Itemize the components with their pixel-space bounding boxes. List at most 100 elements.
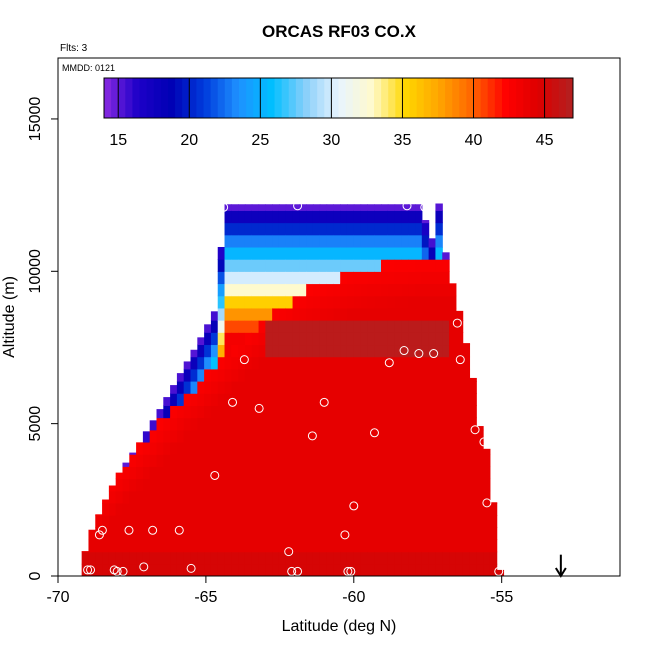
field-cell xyxy=(306,527,314,541)
field-cell xyxy=(360,417,368,431)
field-cell xyxy=(442,368,450,382)
field-cell xyxy=(81,551,90,553)
field-cell xyxy=(387,344,396,358)
field-cell xyxy=(108,563,117,576)
field-cell xyxy=(415,344,423,358)
field-cell xyxy=(442,259,450,272)
field-cell xyxy=(401,490,409,504)
sample-point xyxy=(293,566,303,576)
field-cell xyxy=(149,515,158,528)
field-cell xyxy=(272,466,280,480)
field-cell xyxy=(95,551,103,565)
field-cell xyxy=(170,385,178,394)
colorbar-swatch xyxy=(480,78,489,118)
field-cell xyxy=(244,344,253,358)
field-cell xyxy=(251,405,260,419)
field-cell xyxy=(224,368,232,382)
field-cell xyxy=(421,271,430,285)
field-cell xyxy=(299,204,307,211)
field-cell xyxy=(102,539,110,553)
field-cell xyxy=(442,502,450,516)
field-cell xyxy=(244,210,253,224)
field-cell xyxy=(285,204,294,211)
field-cell xyxy=(251,332,260,346)
field-cell xyxy=(401,356,409,370)
field-cell xyxy=(163,405,171,419)
field-cell xyxy=(346,222,355,236)
field-cell xyxy=(374,527,382,541)
sample-point xyxy=(287,566,297,576)
field-cell xyxy=(394,441,403,455)
field-cell xyxy=(367,454,375,467)
field-cell xyxy=(224,295,232,309)
field-cell xyxy=(306,417,314,431)
field-cell xyxy=(272,271,280,285)
field-cell xyxy=(176,551,185,565)
field-cell xyxy=(421,429,430,443)
field-cell xyxy=(326,441,334,455)
sample-point xyxy=(112,566,122,576)
field-cell xyxy=(210,466,219,480)
field-cell xyxy=(258,246,266,260)
field-cell xyxy=(346,454,355,467)
field-cell xyxy=(306,539,314,553)
field-cell xyxy=(231,417,239,431)
field-cell xyxy=(204,490,212,504)
field-cell xyxy=(340,454,348,467)
field-cell xyxy=(224,332,232,346)
field-cell xyxy=(306,204,314,211)
field-cell xyxy=(374,283,382,297)
field-cell xyxy=(415,210,423,224)
field-cell xyxy=(374,466,382,480)
field-cell xyxy=(258,271,266,285)
field-cell xyxy=(367,259,375,272)
field-cell xyxy=(333,344,341,358)
field-cell xyxy=(231,405,239,419)
field-cell xyxy=(340,320,348,333)
field-cell xyxy=(292,478,300,492)
field-cell xyxy=(435,515,443,528)
field-cell xyxy=(462,527,471,541)
field-cell xyxy=(346,405,355,419)
field-cell xyxy=(183,527,192,541)
field-cell xyxy=(340,551,348,565)
field-cell xyxy=(272,380,280,394)
field-cell xyxy=(421,380,430,394)
field-cell xyxy=(163,551,171,565)
field-cell xyxy=(387,380,396,394)
field-cell xyxy=(312,234,321,248)
field-cell xyxy=(176,466,185,480)
field-cell xyxy=(265,429,273,443)
field-cell xyxy=(231,368,239,382)
field-cell xyxy=(415,454,423,467)
field-cell xyxy=(122,515,130,528)
field-cell xyxy=(156,527,164,541)
field-cell xyxy=(258,466,266,480)
field-cell xyxy=(394,283,403,297)
altitude-latitude-field xyxy=(81,203,505,576)
field-cell xyxy=(231,454,239,467)
field-cell xyxy=(401,563,409,576)
field-cell xyxy=(231,356,239,370)
field-cell xyxy=(360,551,368,565)
field-cell xyxy=(381,271,389,285)
field-cell xyxy=(449,307,457,321)
field-cell xyxy=(244,283,253,297)
field-cell xyxy=(285,246,294,260)
field-cell xyxy=(333,527,341,541)
field-cell xyxy=(374,332,382,346)
field-cell xyxy=(129,527,137,541)
field-cell xyxy=(353,380,362,394)
field-cell xyxy=(360,210,368,224)
field-cell xyxy=(244,234,253,248)
field-cell xyxy=(115,515,124,528)
field-cell xyxy=(231,515,239,528)
field-cell xyxy=(374,295,382,309)
field-cell xyxy=(238,234,246,248)
field-cell xyxy=(197,490,205,504)
field-cell xyxy=(387,320,396,333)
field-cell xyxy=(401,466,409,480)
field-cell xyxy=(476,426,484,431)
field-cell xyxy=(387,417,396,431)
field-cell xyxy=(346,441,355,455)
